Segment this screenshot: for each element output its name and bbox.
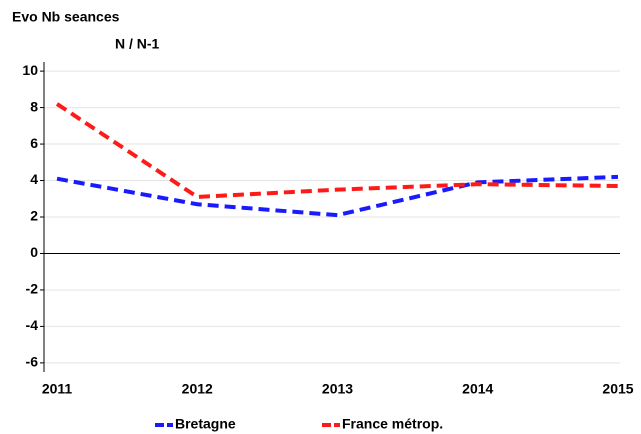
- legend-label: France métrop.: [342, 416, 443, 432]
- y-tick-label: 6: [30, 135, 38, 151]
- series-line: [55, 102, 619, 199]
- series-line: [56, 174, 619, 218]
- y-tick-label: 2: [30, 208, 38, 224]
- x-tick-label: 2015: [602, 381, 633, 397]
- y-tick-label: 4: [30, 171, 38, 187]
- y-tick-label: -6: [26, 354, 39, 370]
- chart-title: Evo Nb seances: [12, 9, 120, 25]
- x-tick-label: 2014: [462, 381, 493, 397]
- legend-label: Bretagne: [175, 416, 236, 432]
- chart-subtitle: N / N-1: [115, 36, 160, 52]
- y-tick-label: -4: [26, 317, 39, 333]
- x-tick-label: 2013: [322, 381, 353, 397]
- y-tick-label: -2: [26, 281, 39, 297]
- x-tick-label: 2011: [42, 381, 73, 397]
- y-tick-label: 10: [22, 62, 38, 78]
- x-tick-label: 2012: [182, 381, 213, 397]
- y-tick-label: 0: [30, 244, 38, 260]
- y-tick-label: 8: [30, 98, 38, 114]
